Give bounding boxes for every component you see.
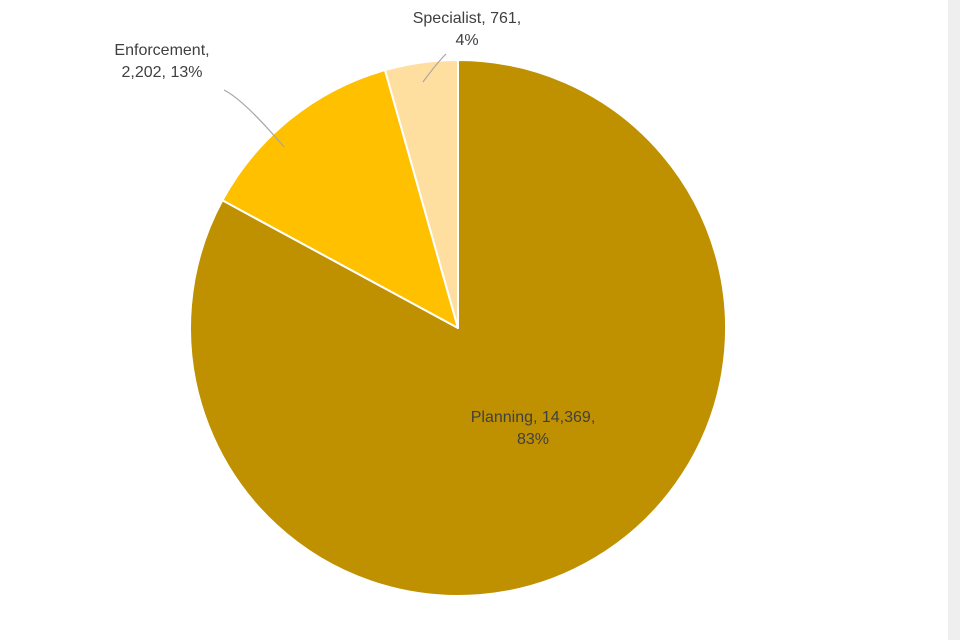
data-label-enforcement-line2: 2,202, 13% bbox=[121, 64, 203, 81]
pie-slices-group bbox=[189, 58, 728, 597]
data-label-planning: Planning, 14,369, 83% bbox=[438, 407, 628, 451]
window-right-edge bbox=[948, 0, 960, 640]
data-label-specialist-line2: 4% bbox=[455, 32, 479, 49]
data-label-enforcement: Enforcement, 2,202, 13% bbox=[72, 40, 252, 84]
data-label-specialist-line1: Specialist, 761, bbox=[412, 10, 522, 27]
data-label-enforcement-line1: Enforcement, bbox=[114, 42, 210, 59]
data-label-planning-line2: 83% bbox=[516, 431, 550, 448]
data-label-specialist: Specialist, 761, 4% bbox=[378, 8, 556, 52]
pie-slice-enforcement bbox=[221, 69, 459, 329]
pie-slice-specialist bbox=[384, 58, 459, 329]
enforcement-leader-line bbox=[223, 89, 285, 148]
specialist-leader-line bbox=[422, 53, 447, 83]
data-label-planning-line1: Planning, 14,369, bbox=[470, 409, 596, 426]
leader-lines-group bbox=[223, 53, 447, 148]
